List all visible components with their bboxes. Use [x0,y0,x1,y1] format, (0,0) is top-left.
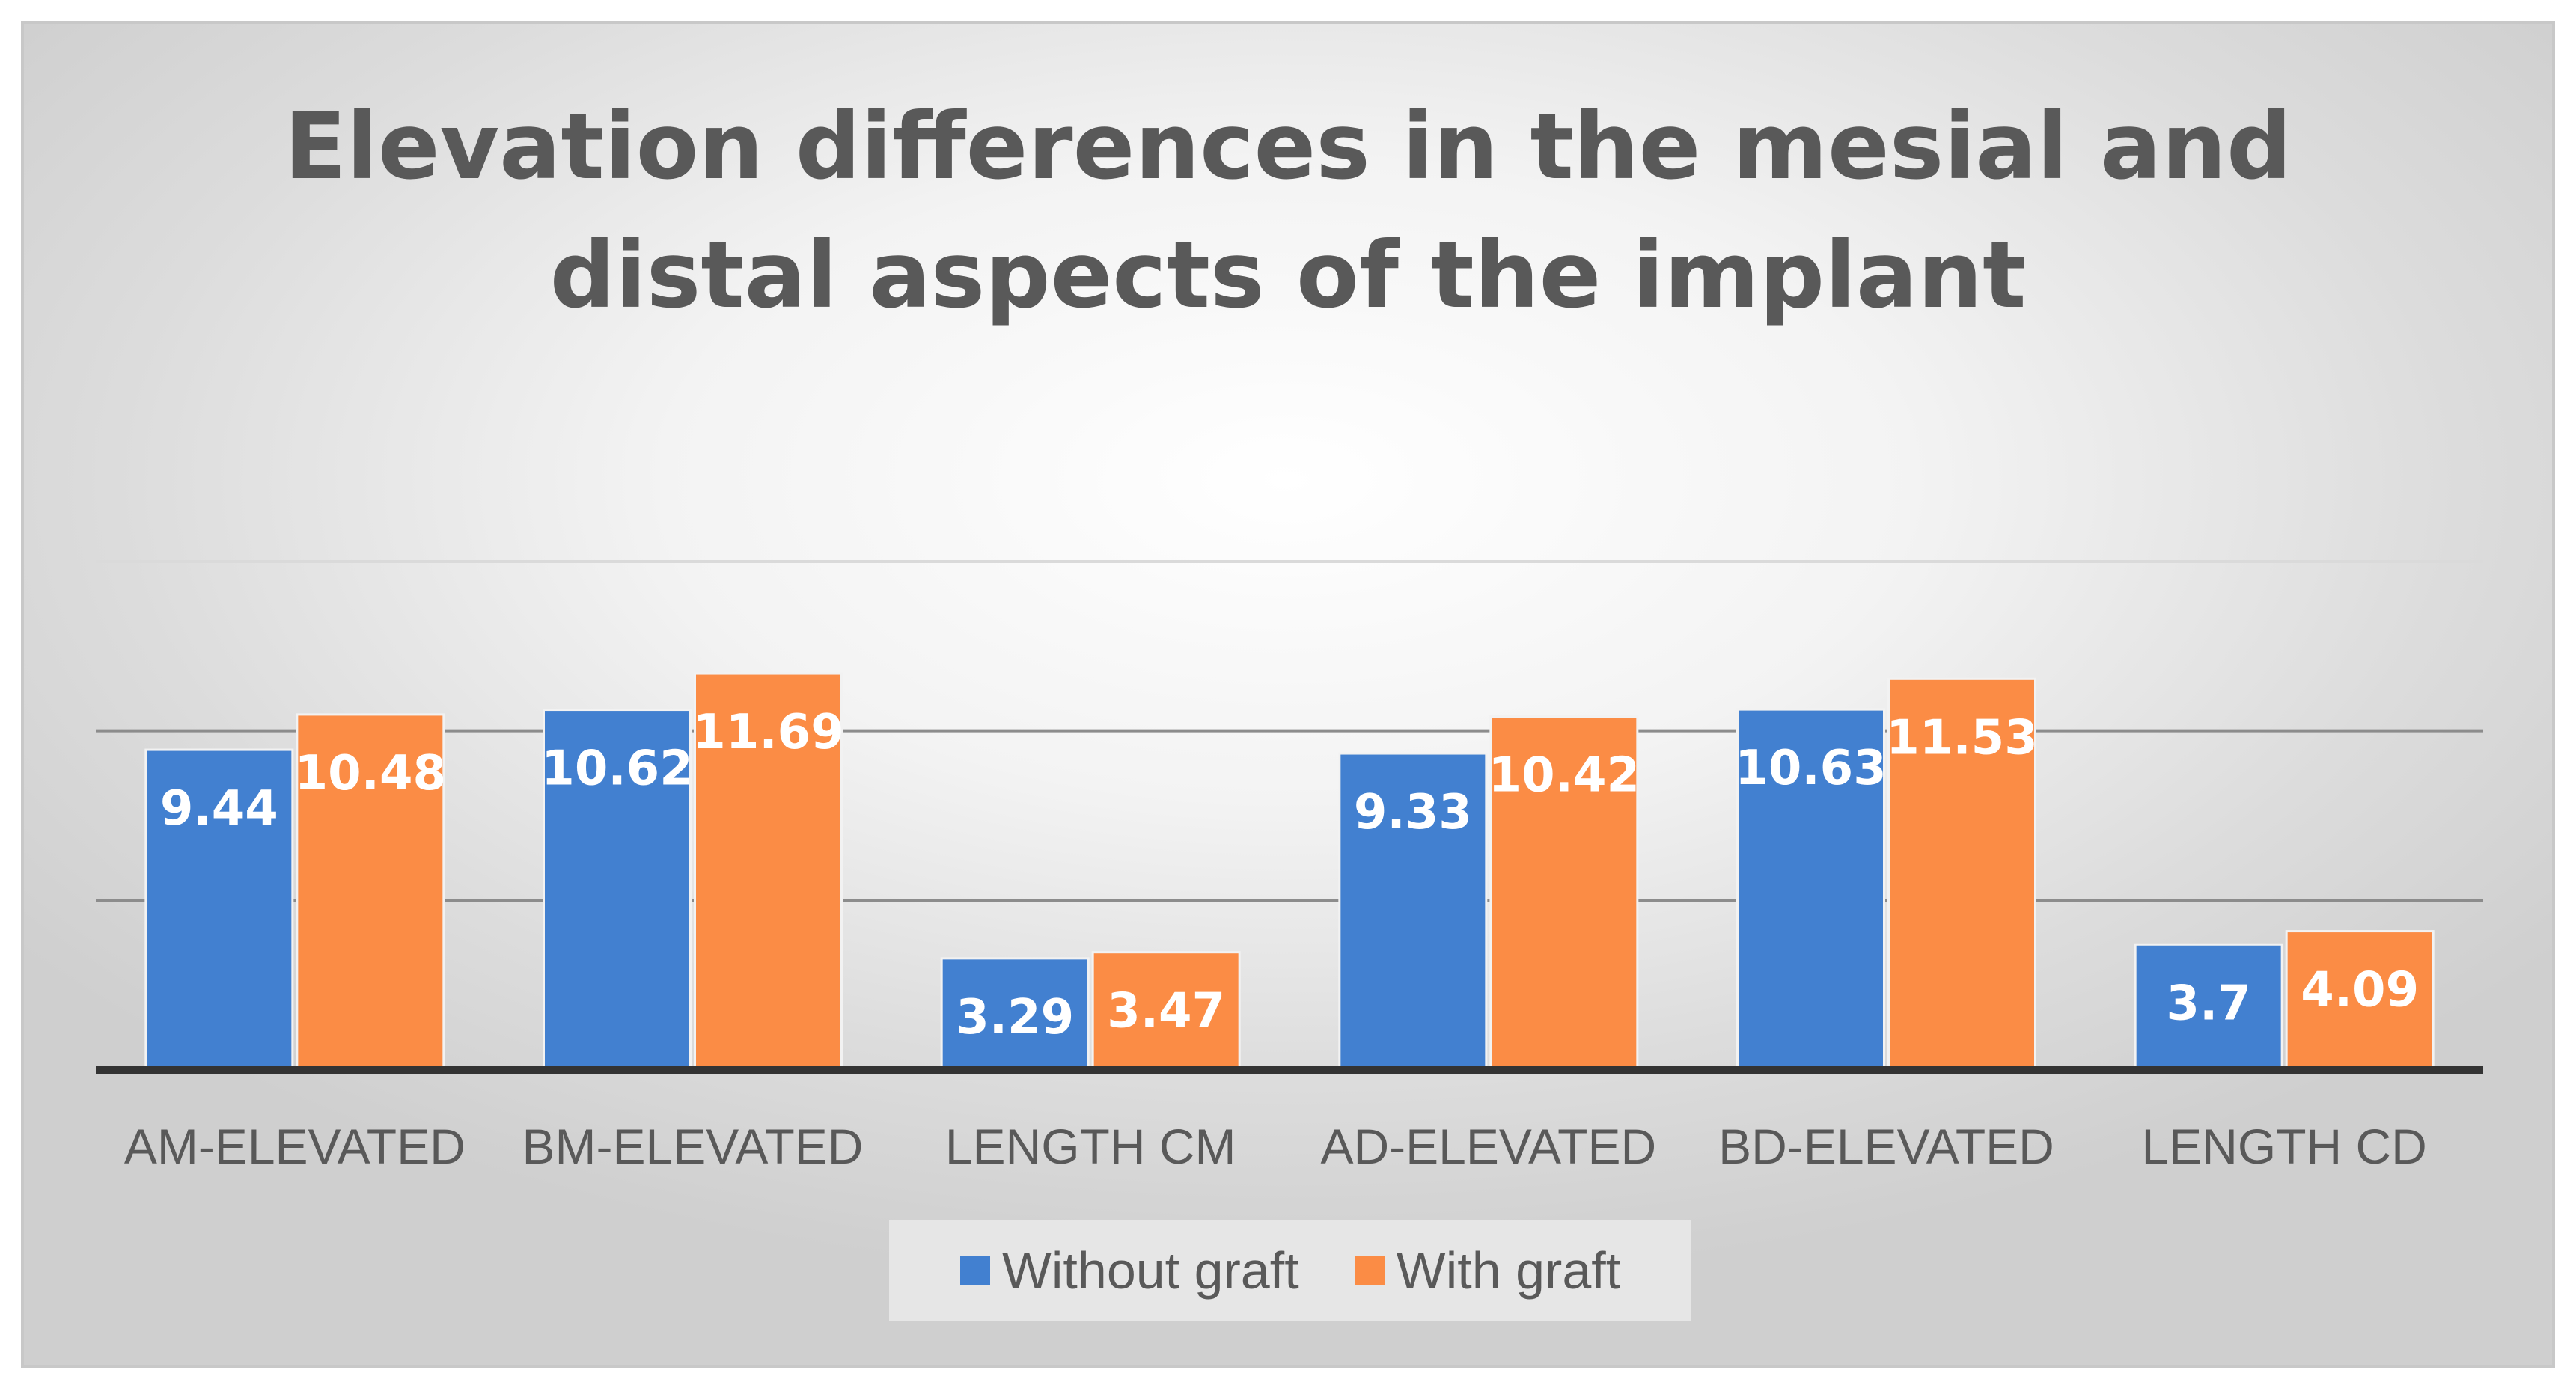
x-tick-label-bm-elevated: BM-ELEVATED [522,1119,864,1174]
data-label-am-elevated-without-graft: 9.44 [160,781,278,837]
legend-swatch-with-graft [1354,1256,1385,1285]
bar-length-cm-with-graft [1091,951,1241,1071]
x-tick-label-length-cm: LENGTH CM [945,1119,1236,1174]
bar-ad-elevated-with-graft [1489,715,1639,1071]
data-label-length-cm-without-graft: 3.29 [956,990,1074,1045]
bar-length-cm-without-graft [940,957,1090,1071]
x-tick-label-am-elevated: AM-ELEVATED [124,1119,466,1174]
data-label-bd-elevated-without-graft: 10.63 [1735,741,1886,796]
data-label-length-cd-without-graft: 3.7 [2166,976,2250,1031]
chart-frame [21,21,2555,1368]
data-label-bm-elevated-without-graft: 10.62 [541,742,692,797]
data-label-length-cm-with-graft: 3.47 [1107,984,1225,1039]
data-label-bd-elevated-with-graft: 11.53 [1886,710,2037,765]
legend-item-without-graft: Without graft [959,1241,1299,1300]
gridlines [96,560,2483,902]
data-label-ad-elevated-with-graft: 10.42 [1489,748,1640,804]
chart-title-line-1: Elevation differences in the mesial and [284,94,2292,200]
bar-length-cd-without-graft [2134,943,2283,1071]
x-tick-label-bd-elevated: BD-ELEVATED [1718,1119,2054,1174]
bar-bd-elevated-without-graft [1736,708,1885,1071]
chart-title-line-2: distal aspects of the implant [549,222,2027,328]
legend-label-with-graft: With graft [1396,1241,1621,1300]
bar-ad-elevated-without-graft [1338,752,1488,1071]
chart-title: Elevation differences in the mesial and … [0,82,2576,340]
data-label-ad-elevated-without-graft: 9.33 [1354,785,1472,840]
data-label-am-elevated-with-graft: 10.48 [295,746,446,801]
legend-item-with-graft: With graft [1354,1241,1621,1300]
bar-bd-elevated-with-graft [1887,677,2036,1071]
bars [144,672,2435,1071]
data-label-length-cd-with-graft: 4.09 [2301,963,2419,1018]
legend-swatch-without-graft [959,1256,990,1285]
data-label-bm-elevated-with-graft: 11.69 [692,705,843,760]
legend: Without graft With graft [889,1220,1691,1321]
x-tick-label-length-cd: LENGTH CD [2141,1119,2426,1174]
legend-label-without-graft: Without graft [1001,1241,1299,1300]
x-tick-label-ad-elevated: AD-ELEVATED [1320,1119,1656,1174]
x-tick-labels: AM-ELEVATED BM-ELEVATED LENGTH CM AD-ELEVAT… [124,1119,2427,1174]
bar-length-cd-with-graft [2285,930,2435,1071]
